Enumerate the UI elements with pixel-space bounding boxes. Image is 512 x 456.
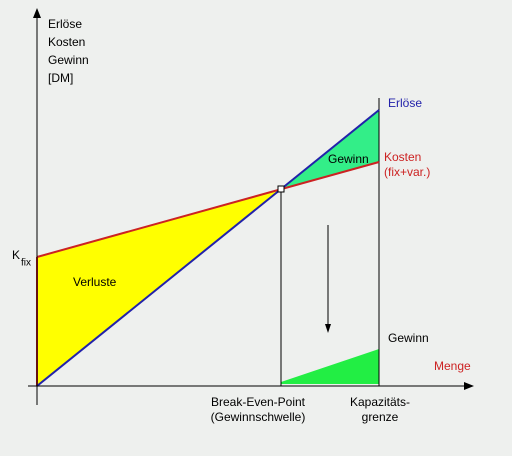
x-axis-label: Menge: [434, 359, 471, 373]
profit-wedge: [281, 349, 379, 384]
fixed-cost-sub: fix: [21, 258, 31, 269]
profit-label: Gewinn: [388, 331, 429, 345]
profit-area-label: Gewinn: [328, 152, 369, 166]
y-axis-label: [DM]: [48, 71, 73, 85]
revenue-label: Erlöse: [388, 96, 422, 110]
break-even-label: Break-Even-Point: [211, 395, 306, 409]
capacity-label: Kapazitäts-: [350, 395, 410, 409]
down-arrowhead: [325, 324, 331, 333]
revenue-line: [36, 109, 380, 387]
loss-area-label: Verluste: [73, 275, 117, 289]
y-axis-label: Kosten: [48, 35, 85, 49]
break-even-point: [277, 185, 285, 193]
capacity-label: grenze: [362, 410, 399, 424]
y-axis-arrow: [33, 8, 41, 18]
x-axis-arrow: [464, 382, 474, 390]
cost-label: (fix+var.): [384, 165, 430, 179]
fixed-cost-label: K: [12, 248, 20, 262]
y-axis-label: Gewinn: [48, 53, 89, 67]
cost-label: Kosten: [384, 150, 421, 164]
y-axis-label: Erlöse: [48, 17, 82, 31]
cost-line: [36, 161, 380, 258]
break-even-label: (Gewinnschwelle): [211, 410, 306, 424]
